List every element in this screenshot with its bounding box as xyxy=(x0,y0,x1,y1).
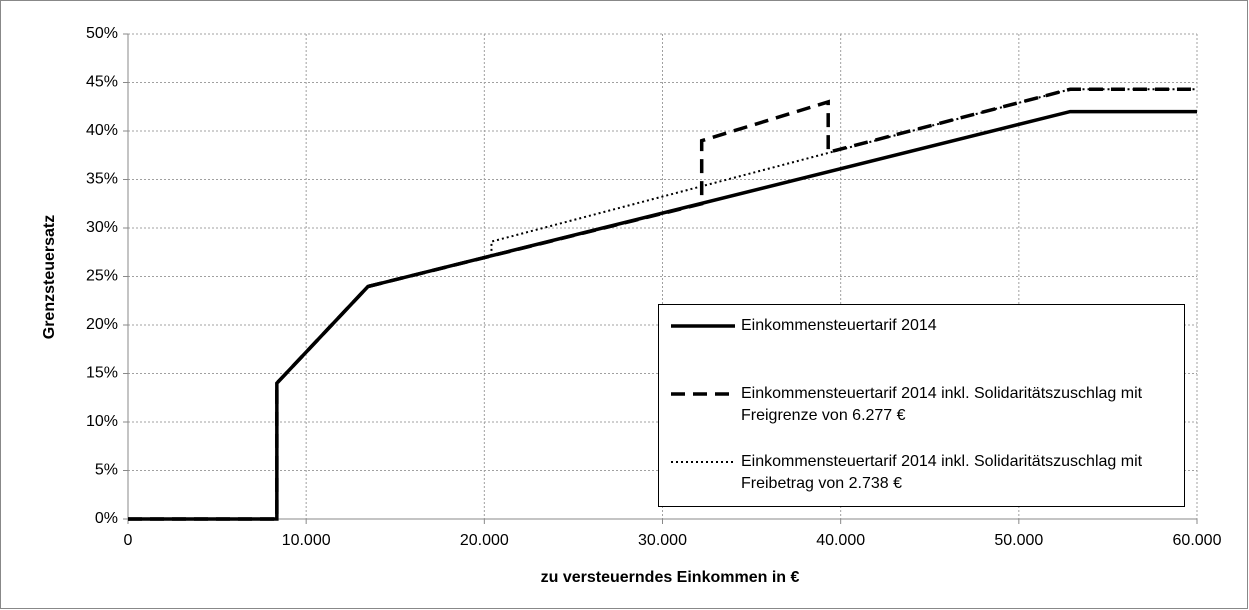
y-tick-label: 0% xyxy=(95,510,118,527)
y-axis-label: Grenzsteuersatz xyxy=(41,215,58,340)
legend: Einkommensteuertarif 2014 Einkommensteuer… xyxy=(658,304,1185,507)
legend-label: Einkommensteuertarif 2014 inkl. Solidari… xyxy=(741,453,1143,492)
x-tick-label: 50.000 xyxy=(994,532,1043,549)
legend-label: Einkommensteuertarif 2014 xyxy=(741,317,937,334)
x-tick-label: 30.000 xyxy=(638,532,687,549)
legend-label: Einkommensteuertarif 2014 inkl. Solidari… xyxy=(741,385,1143,424)
y-tick-label: 50% xyxy=(86,25,118,42)
legend-swatch xyxy=(671,461,735,463)
y-tick-label: 5% xyxy=(95,462,118,479)
y-tick-label: 10% xyxy=(86,413,118,430)
x-axis-label: zu versteuerndes Einkommen in € xyxy=(541,569,800,586)
y-tick-label: 45% xyxy=(86,74,118,91)
legend-swatch xyxy=(671,324,735,328)
y-tick-label: 20% xyxy=(86,316,118,333)
y-tick-label: 35% xyxy=(86,171,118,188)
x-tick-label: 10.000 xyxy=(282,532,331,549)
x-tick-label: 0 xyxy=(124,532,133,549)
line-series xyxy=(128,87,1197,521)
line-series xyxy=(128,109,1197,521)
x-tick-label: 60.000 xyxy=(1173,532,1222,549)
x-tick-label: 20.000 xyxy=(460,532,509,549)
y-tick-label: 15% xyxy=(86,365,118,382)
y-tick-label: 30% xyxy=(86,219,118,236)
y-tick-label: 40% xyxy=(86,122,118,139)
y-tick-label: 25% xyxy=(86,268,118,285)
x-tick-label: 40.000 xyxy=(816,532,865,549)
legend-swatch xyxy=(671,392,735,396)
